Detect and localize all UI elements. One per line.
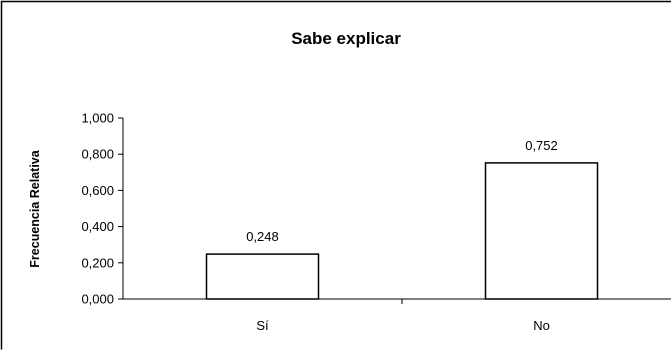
y-tick-label: 0,600 xyxy=(81,183,114,198)
chart-title: Sabe explicar xyxy=(291,29,401,48)
y-axis-ticks: 0,000 0,200 0,400 0,600 0,800 1,000 xyxy=(81,111,123,307)
bars-group xyxy=(205,162,599,304)
y-axis-title: Frecuencia Relativa xyxy=(28,149,42,267)
bar-si xyxy=(205,253,320,300)
y-tick-label: 0,800 xyxy=(81,147,114,162)
y-tick-label: 0,400 xyxy=(81,219,114,234)
y-tick-label: 1,000 xyxy=(81,111,114,126)
x-tick-label: No xyxy=(533,318,550,333)
y-tick-label: 0,200 xyxy=(81,255,114,270)
y-tick-label: 0,000 xyxy=(81,292,114,307)
bar-no xyxy=(484,162,599,300)
data-label: 0,248 xyxy=(246,229,279,244)
x-axis-labels: Sí No xyxy=(256,318,549,333)
data-labels-group: 0,248 0,752 xyxy=(246,138,558,244)
data-label: 0,752 xyxy=(525,138,558,153)
x-tick-label: Sí xyxy=(256,318,269,333)
